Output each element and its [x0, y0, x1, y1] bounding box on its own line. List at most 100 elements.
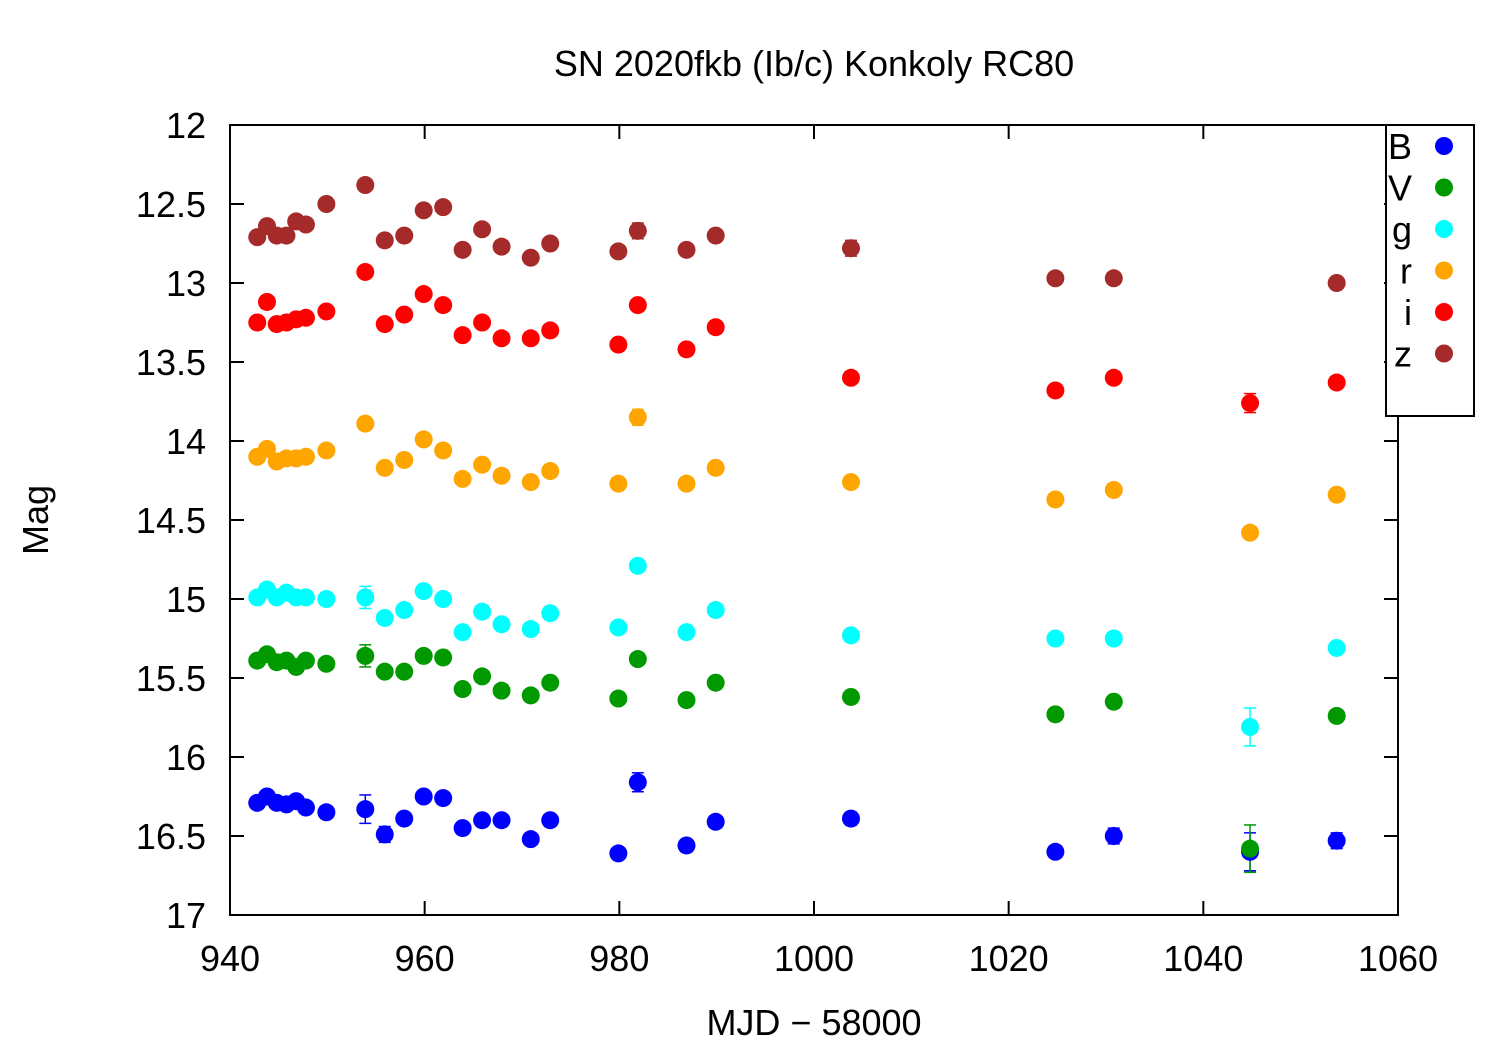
- point-i: [257, 292, 276, 311]
- point-g: [296, 588, 315, 607]
- legend-label-i: i: [1404, 292, 1412, 333]
- point-r: [257, 439, 276, 458]
- point-r: [473, 455, 492, 474]
- legend-marker-g: [1435, 220, 1453, 238]
- legend-label-V: V: [1388, 168, 1412, 209]
- point-g: [1241, 717, 1260, 736]
- point-r: [677, 474, 696, 493]
- point-i: [473, 313, 492, 332]
- point-z: [628, 221, 647, 240]
- x-tick-label: 940: [200, 938, 260, 979]
- point-g: [677, 623, 696, 642]
- point-i: [453, 326, 472, 345]
- point-z: [473, 220, 492, 239]
- point-B: [1327, 831, 1346, 850]
- point-g: [1104, 629, 1123, 648]
- point-V: [521, 686, 540, 705]
- point-i: [609, 335, 628, 354]
- point-i: [395, 305, 414, 324]
- legend-marker-r: [1435, 261, 1453, 280]
- point-g: [841, 626, 860, 645]
- point-V: [375, 662, 394, 681]
- point-r: [541, 462, 560, 481]
- y-axis-label: Mag: [15, 485, 56, 555]
- point-V: [609, 689, 628, 708]
- legend-label-r: r: [1400, 251, 1412, 292]
- point-i: [541, 321, 560, 340]
- x-axis-label: MJD − 58000: [706, 1002, 921, 1043]
- point-i: [521, 329, 540, 348]
- point-r: [395, 450, 414, 469]
- point-z: [434, 198, 453, 217]
- point-g: [453, 623, 472, 642]
- point-z: [1327, 274, 1346, 292]
- point-z: [521, 248, 540, 267]
- point-z: [414, 201, 433, 220]
- point-z: [395, 226, 414, 245]
- y-tick-label: 12.5: [136, 184, 206, 225]
- point-B: [628, 773, 647, 792]
- point-z: [453, 240, 472, 259]
- point-g: [609, 618, 628, 637]
- point-V: [1046, 705, 1065, 724]
- legend-label-g: g: [1392, 209, 1412, 250]
- point-B: [841, 809, 860, 828]
- y-tick-label: 12: [166, 105, 206, 146]
- point-g: [1046, 629, 1065, 648]
- point-z: [356, 176, 375, 195]
- point-B: [317, 803, 336, 822]
- point-V: [677, 691, 696, 710]
- point-i: [375, 315, 394, 334]
- point-V: [1241, 839, 1260, 858]
- point-g: [1327, 638, 1346, 657]
- point-z: [375, 231, 394, 250]
- legend-label-z: z: [1394, 334, 1412, 375]
- point-i: [1241, 394, 1260, 413]
- point-B: [453, 819, 472, 838]
- x-tick-label: 1000: [774, 938, 854, 979]
- point-V: [473, 667, 492, 686]
- point-i: [706, 318, 725, 337]
- y-tick-label: 15: [166, 579, 206, 620]
- x-tick-label: 1060: [1358, 938, 1438, 979]
- point-r: [317, 441, 336, 460]
- point-g: [414, 582, 433, 601]
- legend-marker-B: [1435, 137, 1453, 155]
- point-r: [609, 474, 628, 493]
- point-B: [677, 836, 696, 855]
- point-i: [356, 262, 375, 281]
- point-V: [541, 673, 560, 692]
- x-tick-label: 980: [589, 938, 649, 979]
- point-r: [1327, 485, 1346, 504]
- point-V: [395, 662, 414, 681]
- y-tick-label: 16: [166, 737, 206, 778]
- point-B: [356, 800, 375, 819]
- point-i: [414, 285, 433, 304]
- point-i: [1327, 373, 1346, 392]
- point-V: [317, 654, 336, 673]
- y-tick-label: 14: [166, 421, 206, 462]
- point-z: [677, 240, 696, 259]
- point-i: [317, 302, 336, 321]
- point-B: [414, 787, 433, 806]
- point-B: [434, 789, 453, 808]
- point-r: [1046, 490, 1065, 509]
- point-z: [1104, 269, 1123, 288]
- point-V: [356, 646, 375, 665]
- point-r: [375, 458, 394, 477]
- point-B: [395, 809, 414, 828]
- point-i: [434, 296, 453, 315]
- legend-box: [1385, 124, 1475, 417]
- point-g: [317, 590, 336, 608]
- point-r: [356, 414, 375, 433]
- point-r: [296, 447, 315, 466]
- data-points: [248, 176, 1346, 863]
- point-V: [1327, 706, 1346, 725]
- point-r: [492, 466, 511, 485]
- point-V: [492, 681, 511, 700]
- point-V: [434, 648, 453, 667]
- point-r: [453, 469, 472, 488]
- point-V: [296, 651, 315, 670]
